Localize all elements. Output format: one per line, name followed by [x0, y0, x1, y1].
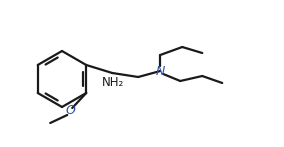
Text: NH₂: NH₂: [102, 76, 124, 89]
Text: O: O: [65, 105, 75, 117]
Text: N: N: [156, 65, 165, 77]
